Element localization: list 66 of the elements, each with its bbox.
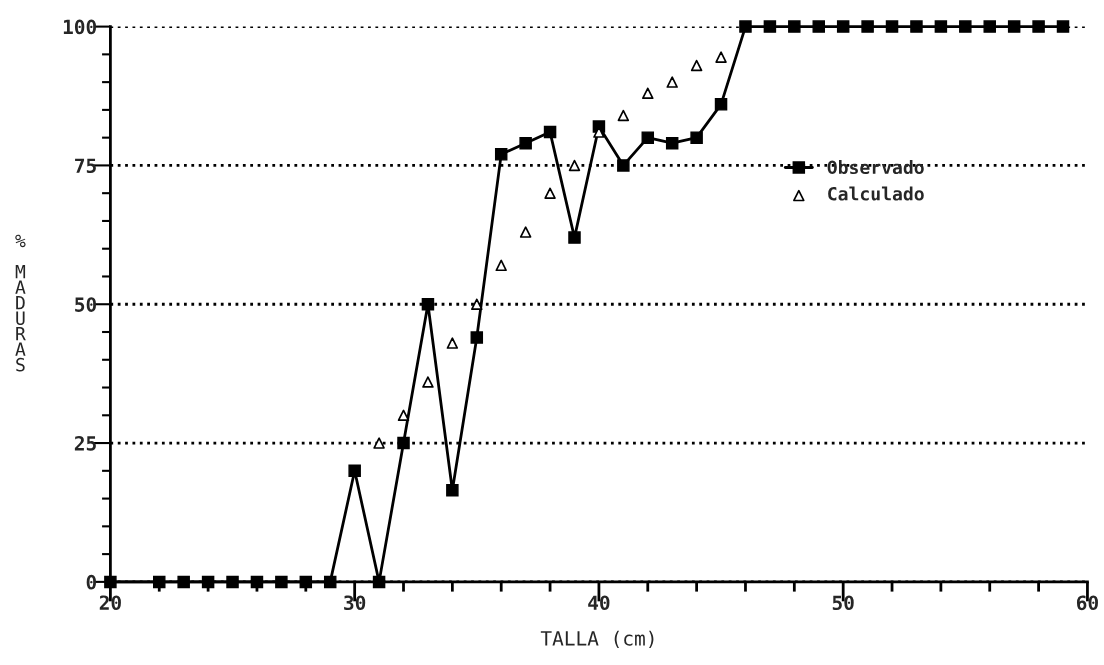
point — [983, 20, 996, 33]
point — [666, 76, 678, 88]
x-tick-label: 20 — [99, 595, 121, 611]
point — [1007, 20, 1021, 33]
point — [617, 159, 630, 172]
point — [568, 159, 581, 172]
point — [665, 136, 679, 150]
point — [471, 298, 483, 310]
point — [861, 20, 874, 33]
point — [470, 331, 484, 344]
point — [714, 98, 728, 111]
point — [422, 376, 434, 388]
point — [934, 20, 948, 33]
point — [617, 109, 630, 122]
point — [275, 575, 288, 589]
point — [421, 297, 435, 311]
point — [446, 337, 459, 349]
point — [543, 125, 557, 139]
point — [201, 575, 215, 589]
point — [739, 20, 752, 33]
y-tick-label: 25 — [74, 436, 96, 451]
point — [446, 484, 459, 497]
x-tick-label: 30 — [344, 595, 366, 611]
x-tick-label: 50 — [832, 595, 854, 611]
point — [299, 575, 313, 589]
y-axis-title: % MADURAS — [15, 234, 26, 372]
point — [177, 575, 190, 589]
point — [494, 148, 508, 161]
point — [763, 20, 777, 33]
point — [544, 187, 556, 199]
point — [1032, 20, 1045, 33]
point — [397, 436, 410, 450]
legend-label: Observado — [827, 160, 924, 175]
point — [959, 20, 972, 33]
x-tick-label: 60 — [1076, 595, 1098, 611]
point — [250, 575, 264, 589]
y-tick-label: 100 — [63, 19, 97, 35]
point — [910, 20, 923, 33]
point — [885, 20, 899, 33]
y-tick-label: 75 — [75, 158, 96, 174]
point — [1056, 20, 1070, 33]
point — [397, 409, 410, 422]
point — [323, 575, 337, 589]
point — [715, 51, 727, 63]
point — [836, 20, 850, 33]
point — [812, 20, 826, 33]
legend-label: Calculado — [828, 186, 924, 201]
point — [788, 20, 801, 33]
point — [226, 575, 239, 589]
point — [372, 575, 386, 589]
point — [641, 131, 655, 144]
point — [690, 59, 703, 72]
point — [348, 464, 361, 478]
y-tick-label: 50 — [75, 297, 97, 312]
point — [153, 575, 166, 589]
point — [642, 87, 654, 99]
point — [373, 437, 385, 449]
point — [519, 136, 532, 150]
point — [519, 226, 532, 238]
x-tick-label: 40 — [588, 595, 610, 611]
point — [495, 259, 507, 272]
x-axis-title: TALLA (cm) — [540, 630, 654, 648]
point — [690, 131, 703, 144]
y-tick-label: 0 — [86, 574, 97, 590]
point — [568, 231, 581, 244]
point — [104, 575, 117, 589]
